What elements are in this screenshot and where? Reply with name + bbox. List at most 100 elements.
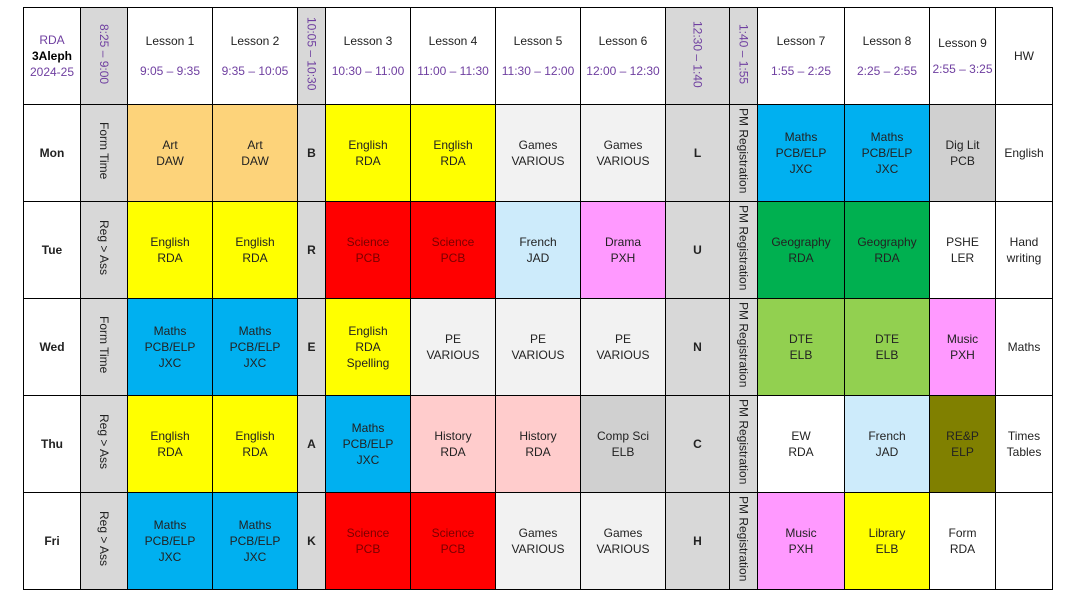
- lesson-cell: English RDA: [212, 201, 298, 299]
- teacher-code: VARIOUS: [511, 348, 565, 362]
- subject-name: English: [235, 429, 275, 443]
- subject-name: History: [434, 429, 472, 443]
- teacher-code: JAD: [526, 251, 550, 265]
- pm-registration-cell: PM Registration: [729, 201, 758, 299]
- day-label: Thu: [23, 395, 81, 493]
- pm-registration-cell: PM Registration: [729, 298, 758, 396]
- lesson-time: 2:55 – 3:25: [932, 62, 993, 76]
- teacher-code: RDA: [157, 445, 183, 459]
- lesson-cell: EW RDA: [757, 395, 845, 493]
- lesson-cell: English RDA: [212, 395, 298, 493]
- registration-label: Form Time: [97, 122, 111, 180]
- lunch-letter: N: [665, 298, 730, 396]
- day-row-mon: Mon Form Time Art DAW Art DAW B English RDA Engli…: [23, 104, 1053, 202]
- lesson-time: 11:30 – 12:00: [501, 64, 575, 78]
- lesson-time: 12:00 – 12:30: [586, 64, 660, 78]
- lesson-time: 9:05 – 9:35: [139, 64, 201, 78]
- teacher-code: RDA: [355, 340, 381, 354]
- pm-registration-cell: PM Registration: [729, 104, 758, 202]
- subject-name: Science: [431, 526, 475, 540]
- lesson-time: 11:00 – 11:30: [417, 64, 489, 78]
- registration-label: Reg > Ass: [97, 220, 111, 276]
- lesson-cell: Music PXH: [929, 298, 996, 396]
- subject-name: English: [348, 138, 388, 152]
- lesson-name: Lesson 7: [776, 34, 826, 48]
- break-time: 10:05 – 10:30: [304, 17, 319, 91]
- homework-cell: [995, 492, 1053, 590]
- teacher-code: RDA: [39, 33, 65, 47]
- lesson-header-4: Lesson 4 11:00 – 11:30: [410, 7, 496, 105]
- teacher-code: PCB: [440, 251, 466, 265]
- lesson-cell: French JAD: [844, 395, 930, 493]
- teacher-code: ELB: [611, 445, 635, 459]
- lesson-cell: Maths PCB/ELP JXC: [127, 298, 213, 396]
- break-letter: E: [297, 298, 326, 396]
- teacher-code: DAW: [241, 154, 269, 168]
- lesson-time: 1:55 – 2:25: [770, 64, 832, 78]
- pm-registration-time: 1:40 – 1:55: [736, 23, 751, 85]
- lesson-cell: Games VARIOUS: [580, 492, 666, 590]
- teacher-code: RDA: [525, 445, 551, 459]
- subject-name: French: [519, 235, 557, 249]
- lesson-cell: Library ELB: [844, 492, 930, 590]
- registration-cell: Form Time: [80, 104, 128, 202]
- lesson-cell: Maths PCB/ELP JXC: [844, 104, 930, 202]
- registration-label: Reg > Ass: [97, 414, 111, 470]
- subject-name: Games: [518, 138, 558, 152]
- teacher-code: RDA: [788, 445, 814, 459]
- registration-label: Form Time: [97, 316, 111, 374]
- class-info-cell: RDA 3Aleph 2024-25: [23, 7, 81, 105]
- lesson-cell: Maths PCB/ELP JXC: [212, 492, 298, 590]
- teacher-code: Spelling: [346, 356, 390, 370]
- lunch-letter: U: [665, 201, 730, 299]
- teacher-code: LER: [950, 251, 975, 265]
- subject-name: Music: [946, 332, 979, 346]
- registration-time-cell: 8:25 – 9:00: [80, 7, 128, 105]
- teacher-code: PXH: [610, 251, 636, 265]
- homework-cell: Times Tables: [995, 395, 1053, 493]
- lesson-cell: Music PXH: [757, 492, 845, 590]
- teacher-code: PCB/ELP: [144, 340, 196, 354]
- lesson-cell: French JAD: [495, 201, 581, 299]
- teacher-code: ELP: [951, 445, 974, 459]
- lesson-time: 10:30 – 11:00: [331, 64, 405, 78]
- teacher-code: PCB/ELP: [342, 437, 394, 451]
- teacher-code: PCB: [440, 542, 466, 556]
- subject-name: Games: [603, 138, 643, 152]
- teacher-code: PCB/ELP: [229, 534, 281, 548]
- homework-cell: Maths: [995, 298, 1053, 396]
- academic-year: 2024-25: [29, 65, 75, 79]
- subject-name: Science: [346, 526, 390, 540]
- subject-name: Art: [247, 138, 263, 152]
- lesson-header-7: Lesson 7 1:55 – 2:25: [757, 7, 845, 105]
- teacher-code: JXC: [158, 356, 182, 370]
- subject-name: EW: [791, 429, 811, 443]
- lesson-cell: PSHE LER: [929, 201, 996, 299]
- lesson-cell: Comp Sci ELB: [580, 395, 666, 493]
- teacher-code: VARIOUS: [596, 348, 650, 362]
- lunch-letter: H: [665, 492, 730, 590]
- registration-cell: Reg > Ass: [80, 201, 128, 299]
- teacher-code: RDA: [874, 251, 900, 265]
- lesson-cell: PE VARIOUS: [495, 298, 581, 396]
- subject-name: RE&P: [946, 429, 979, 443]
- lunch-time-cell: 12:30 – 1:40: [665, 7, 730, 105]
- subject-name: Science: [346, 235, 390, 249]
- timetable: RDA 3Aleph 2024-25 8:25 – 9:00 Lesson 1 9…: [23, 7, 1053, 590]
- lesson-cell: RE&P ELP: [929, 395, 996, 493]
- lesson-cell: Science PCB: [410, 492, 496, 590]
- lesson-cell: English RDA: [127, 201, 213, 299]
- subject-name: Library: [868, 526, 906, 540]
- day-label: Mon: [23, 104, 81, 202]
- break-letter: R: [297, 201, 326, 299]
- teacher-code: PCB: [355, 542, 381, 556]
- lesson-cell: PE VARIOUS: [410, 298, 496, 396]
- teacher-code: JXC: [243, 550, 267, 564]
- pm-registration-label: PM Registration: [736, 399, 751, 485]
- teacher-code: RDA: [788, 251, 814, 265]
- lesson-cell: Games VARIOUS: [495, 104, 581, 202]
- subject-name: English: [235, 235, 275, 249]
- lesson-cell: Games VARIOUS: [495, 492, 581, 590]
- pm-registration-label: PM Registration: [736, 302, 751, 388]
- break-letter: A: [297, 395, 326, 493]
